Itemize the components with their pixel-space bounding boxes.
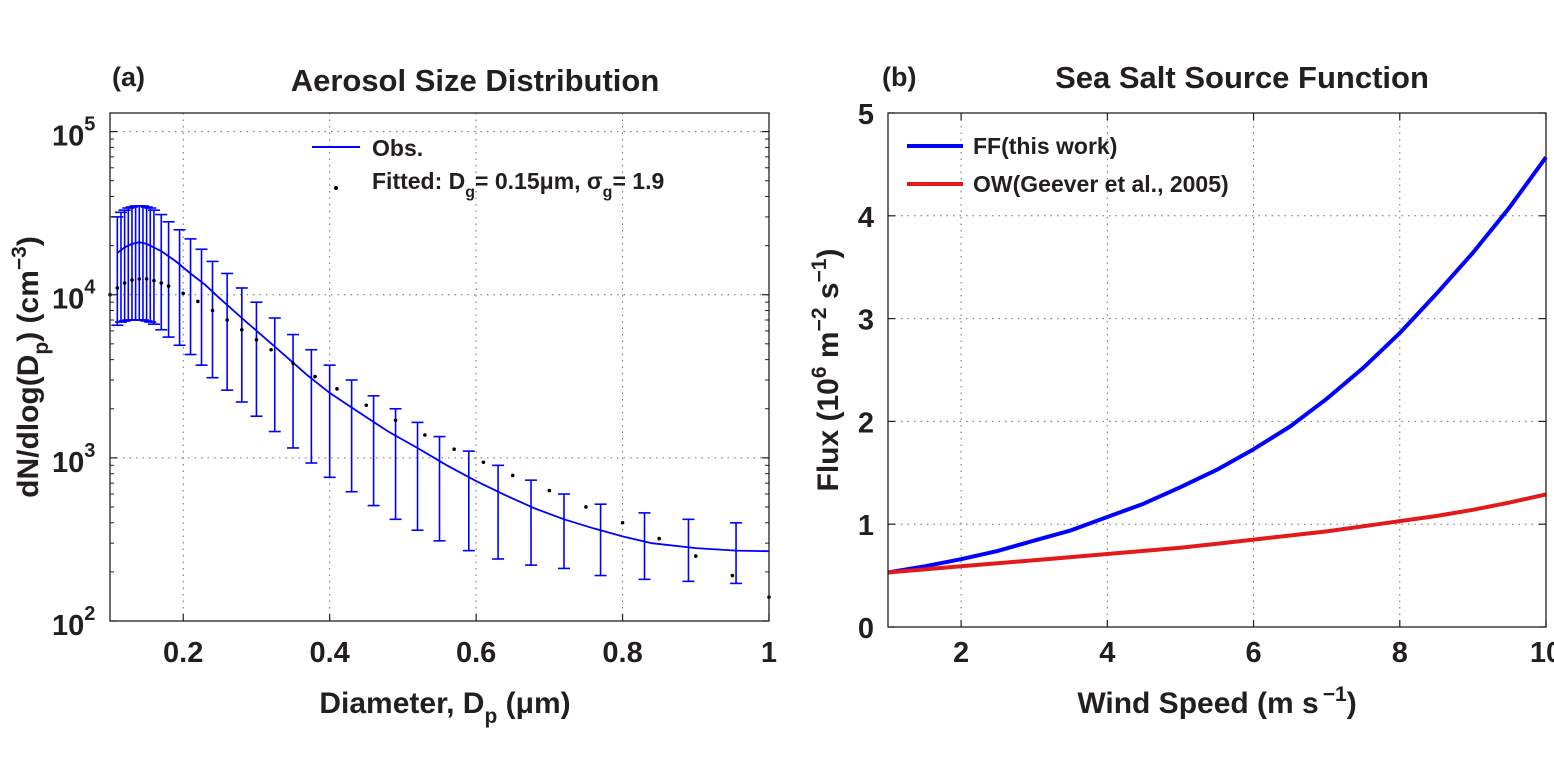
- panel-a-xtick-label: 0.6: [456, 637, 496, 669]
- obs-line: [116, 241, 770, 553]
- fitted-point: [547, 488, 552, 493]
- legend-fit-label: Fitted: Dg= 0.15μm, σg= 1.9: [372, 168, 664, 201]
- panel-b-ylabel: Flux (106 m−2 s−1): [808, 248, 845, 491]
- ow-line: [887, 492, 1547, 575]
- panel-a-ytick-label: 104: [52, 277, 96, 316]
- panel-a-tick-labels: 0.2 0.4 0.6 0.8 1 102 103 104 105: [52, 114, 777, 669]
- panel-b-ytick-label: 4: [858, 202, 874, 234]
- panel-b-ytick-label: 3: [858, 305, 874, 337]
- panel-a-xtick-label: 0.2: [163, 637, 203, 669]
- panel-b-xtick-label: 6: [1245, 637, 1261, 669]
- fitted-point: [159, 281, 164, 285]
- fitted-point: [364, 403, 369, 408]
- fitted-point: [181, 291, 186, 296]
- panel-b-ytick-label: 5: [858, 99, 874, 131]
- legend-fit-swatch: [334, 186, 338, 190]
- legend-ow-label: OW(Geever et al., 2005): [973, 171, 1229, 197]
- panel-b-axes-frame: [887, 112, 1547, 628]
- legend-ff-label: FF(this work): [973, 133, 1117, 159]
- fitted-point: [620, 520, 625, 525]
- fitted-point: [481, 460, 486, 465]
- fitted-point: [166, 284, 171, 288]
- fitted-point: [152, 278, 156, 283]
- fitted-point: [137, 277, 142, 281]
- panel-b-xtick-label: 8: [1392, 637, 1408, 669]
- fitted-point: [423, 433, 427, 437]
- fitted-point: [240, 327, 244, 332]
- legend-obs-label: Obs.: [372, 135, 423, 161]
- panel-a-xtick-label: 1: [761, 637, 777, 669]
- panel-b-xtick-label: 10: [1530, 637, 1554, 669]
- fitted-point: [269, 347, 273, 352]
- panel-b-xlabel: Wind Speed (m s −1): [1077, 683, 1356, 720]
- panel-a-title: Aerosol Size Distribution: [291, 63, 660, 98]
- fitted-point: [313, 374, 317, 379]
- fitted-point: [730, 573, 735, 578]
- panel-b-xtick-label: 4: [1099, 637, 1115, 669]
- fitted-point: [196, 299, 200, 304]
- fitted-point: [291, 361, 295, 366]
- fitted-point: [210, 308, 215, 313]
- fitted-point: [452, 447, 456, 452]
- fitted-point: [693, 554, 698, 558]
- fitted-point: [335, 387, 339, 391]
- panel-a-ylabel: dN/dlog(Dp) (cm−3): [8, 236, 53, 498]
- panel-a-ytick-label: 103: [52, 440, 95, 479]
- panel-b-label: (b): [882, 62, 916, 92]
- fitted-point: [144, 277, 149, 281]
- panel-b-tick-labels: 2 4 6 8 10 0 1 2 3 4 5: [858, 99, 1554, 669]
- panel-a-xlabel: Diameter, Dp (μm): [319, 687, 570, 728]
- panel-b-ytick-label: 1: [858, 510, 874, 542]
- fitted-point: [657, 536, 661, 541]
- panel-a-xtick-label: 0.4: [310, 637, 350, 669]
- panel-a: (a) Aerosol Size Distribution 0.2 0.4 0.6 0…: [8, 62, 777, 728]
- panel-a-series: [108, 205, 771, 599]
- panel-a-axes-frame: [109, 112, 770, 622]
- panel-b: (b) Sea Salt Source Function 2 4 6 8 10 0 1 2 3 4…: [808, 60, 1554, 720]
- panel-b-ytick-label: 2: [858, 407, 874, 439]
- panel-a-ticks: [110, 130, 770, 622]
- panel-a-legend: Obs. Fitted: Dg= 0.15μm, σg= 1.9: [312, 135, 664, 201]
- fitted-point: [225, 318, 229, 322]
- panel-b-grid: [888, 113, 1546, 627]
- panel-b-title: Sea Salt Source Function: [1055, 60, 1429, 95]
- fitted-point: [115, 286, 120, 290]
- panel-b-xtick-label: 2: [953, 637, 969, 669]
- fitted-point: [130, 278, 134, 282]
- panel-b-ytick-label: 0: [858, 613, 874, 645]
- panel-a-xtick-label: 0.8: [602, 637, 642, 669]
- ff-line: [887, 156, 1548, 575]
- fitted-point: [254, 337, 259, 342]
- panel-b-ticks: [888, 112, 1547, 628]
- fitted-point: [584, 505, 588, 509]
- panel-a-label: (a): [112, 62, 145, 92]
- fitted-point: [510, 473, 515, 478]
- panel-a-ytick-label: 102: [52, 603, 95, 642]
- panel-b-legend: FF(this work) OW(Geever et al., 2005): [907, 133, 1229, 197]
- panel-a-ytick-label: 105: [52, 114, 95, 153]
- fitted-point: [122, 281, 127, 285]
- fitted-point: [393, 418, 398, 423]
- panel-b-series: [887, 156, 1548, 575]
